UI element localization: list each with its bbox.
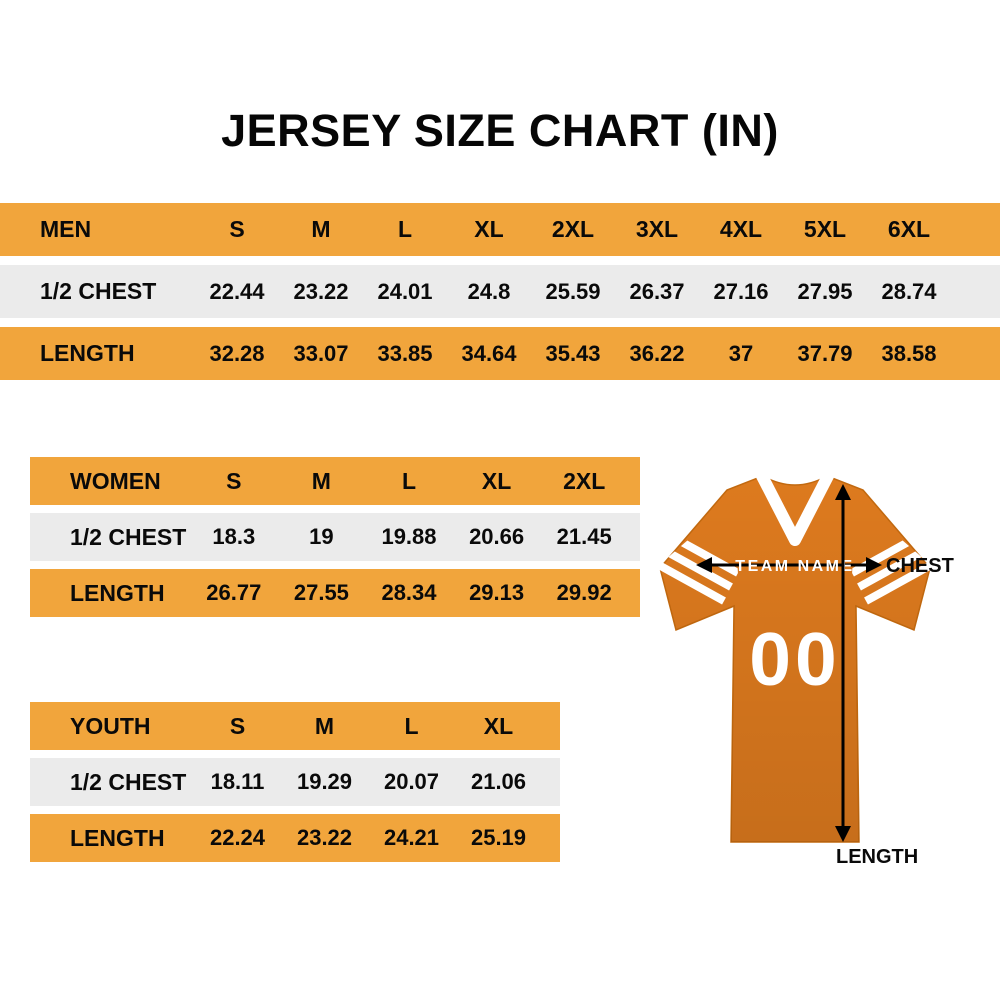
youth-size-table: YOUTH S M L XL 1/2 CHEST 18.11 19.29 20.07 21.06 L…	[30, 702, 560, 870]
men-cell-2-4: 34.64	[461, 340, 517, 366]
youth-cell-2-0: LENGTH	[70, 824, 165, 851]
youth-cell-1-1: 18.11	[210, 769, 265, 794]
jersey-number-text: 00	[749, 617, 840, 701]
men-cell-1-9: 28.74	[881, 278, 937, 304]
men-cell-2-8: 37.79	[797, 340, 853, 366]
women-cell-0-5: 2XL	[563, 467, 606, 494]
women-cell-0-3: L	[401, 467, 417, 494]
men-row-2: LENGTH 32.28 33.07 33.85 34.64 35.43 36.22 37 37…	[0, 327, 1000, 380]
women-size-table: WOMEN S M L XL 2XL 1/2 CHEST 18.3 19 19.88 20.66 21…	[30, 457, 640, 625]
youth-cell-0-2: M	[314, 712, 335, 739]
women-cell-2-5: 29.92	[556, 580, 612, 605]
men-cell-1-5: 25.59	[545, 278, 601, 304]
team-name-text: TEAM NAME	[735, 558, 854, 575]
men-cell-0-9: 6XL	[887, 216, 931, 242]
men-cell-1-7: 27.16	[713, 278, 769, 304]
length-label: LENGTH	[836, 846, 918, 868]
men-cell-2-9: 38.58	[881, 340, 937, 366]
v-neck-collar	[755, 471, 835, 546]
length-measure-arrow	[835, 484, 851, 842]
youth-row-0: YOUTH S M L XL	[30, 702, 560, 750]
youth-cell-2-2: 23.22	[296, 825, 353, 850]
women-cell-2-0: LENGTH	[70, 579, 165, 606]
youth-cell-1-3: 20.07	[383, 769, 440, 794]
men-cell-2-3: 33.85	[377, 340, 433, 366]
men-cell-1-1: 22.44	[209, 278, 265, 304]
women-cell-0-1: S	[226, 467, 242, 494]
women-cell-1-0: 1/2 CHEST	[70, 523, 187, 550]
women-cell-1-5: 21.45	[556, 524, 612, 549]
jersey-svg: TEAM NAME 00 CHEST LENGTH	[658, 471, 954, 868]
men-cell-1-2: 23.22	[293, 278, 349, 304]
men-row-0: MEN S M L XL 2XL 3XL 4XL 5XL 6XL	[0, 203, 1000, 256]
men-cell-1-6: 26.37	[629, 278, 685, 304]
men-cell-0-8: 5XL	[803, 216, 847, 242]
youth-cell-0-0: YOUTH	[70, 712, 151, 739]
men-cell-2-6: 36.22	[629, 340, 685, 366]
chest-label: CHEST	[886, 555, 954, 577]
women-cell-1-1: 18.3	[212, 524, 256, 549]
men-cell-0-4: XL	[474, 216, 504, 242]
men-cell-0-3: L	[397, 216, 413, 242]
men-row-1: 1/2 CHEST 22.44 23.22 24.01 24.8 25.59 26.37 27…	[0, 265, 1000, 318]
youth-cell-2-3: 24.21	[383, 825, 440, 850]
youth-cell-1-0: 1/2 CHEST	[70, 768, 187, 795]
men-cell-1-8: 27.95	[797, 278, 853, 304]
women-cell-0-2: M	[311, 467, 331, 494]
women-cell-1-4: 20.66	[469, 524, 525, 549]
men-cell-2-1: 32.28	[209, 340, 265, 366]
women-cell-0-0: WOMEN	[70, 467, 161, 494]
men-cell-0-1: S	[229, 216, 245, 242]
women-cell-2-4: 29.13	[469, 580, 525, 605]
youth-cell-2-1: 22.24	[209, 825, 266, 850]
women-cell-2-1: 26.77	[206, 580, 262, 605]
youth-cell-0-3: L	[404, 712, 419, 739]
men-cell-1-0: 1/2 CHEST	[40, 278, 157, 304]
men-cell-0-2: M	[311, 216, 331, 242]
youth-row-1: 1/2 CHEST 18.11 19.29 20.07 21.06	[30, 758, 560, 806]
women-cell-2-3: 28.34	[381, 580, 437, 605]
men-cell-2-0: LENGTH	[40, 340, 135, 366]
men-cell-2-7: 37	[728, 340, 754, 366]
youth-cell-2-4: 25.19	[470, 825, 527, 850]
page-title: JERSEY SIZE CHART (IN)	[221, 105, 779, 156]
jersey-illustration: TEAM NAME 00 CHEST LENGTH	[630, 450, 990, 870]
youth-cell-0-1: S	[229, 712, 246, 739]
men-cell-0-7: 4XL	[719, 216, 763, 242]
women-cell-2-2: 27.55	[293, 580, 349, 605]
women-cell-1-3: 19.88	[381, 524, 437, 549]
youth-row-2: LENGTH 22.24 23.22 24.21 25.19	[30, 814, 560, 862]
youth-cell-1-2: 19.29	[296, 769, 353, 794]
women-row-1: 1/2 CHEST 18.3 19 19.88 20.66 21.45	[30, 513, 640, 561]
men-cell-1-3: 24.01	[377, 278, 433, 304]
men-size-table: MEN S M L XL 2XL 3XL 4XL 5XL 6XL 1/2 CHEST 22.44 23.…	[0, 203, 1000, 389]
women-row-0: WOMEN S M L XL 2XL	[30, 457, 640, 505]
men-cell-2-5: 35.43	[545, 340, 601, 366]
men-cell-0-6: 3XL	[635, 216, 679, 242]
youth-cell-0-4: XL	[483, 712, 514, 739]
women-row-2: LENGTH 26.77 27.55 28.34 29.13 29.92	[30, 569, 640, 617]
men-cell-0-0: MEN	[40, 216, 92, 242]
women-cell-0-4: XL	[481, 467, 512, 494]
women-cell-1-2: 19	[309, 524, 334, 549]
men-cell-1-4: 24.8	[467, 278, 511, 304]
men-cell-0-5: 2XL	[551, 216, 595, 242]
men-cell-2-2: 33.07	[293, 340, 349, 366]
youth-cell-1-4: 21.06	[470, 769, 527, 794]
